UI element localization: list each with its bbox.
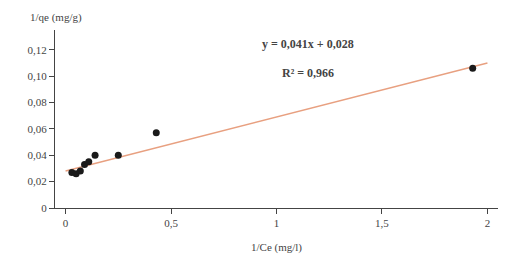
svg-text:1/Ce (mg/l): 1/Ce (mg/l) [251, 241, 302, 254]
svg-text:0: 0 [63, 217, 69, 229]
svg-text:0: 0 [41, 202, 47, 214]
svg-text:1/qe (mg/g): 1/qe (mg/g) [30, 11, 82, 24]
svg-text:0,04: 0,04 [28, 149, 48, 161]
svg-text:R² = 0,966: R² = 0,966 [282, 66, 334, 80]
svg-text:0,10: 0,10 [28, 70, 48, 82]
svg-text:0,06: 0,06 [28, 123, 48, 135]
svg-text:0,12: 0,12 [28, 44, 47, 56]
svg-text:0,02: 0,02 [28, 175, 47, 187]
svg-text:y = 0,041x + 0,028: y = 0,041x + 0,028 [262, 37, 354, 51]
svg-text:1: 1 [274, 217, 280, 229]
svg-text:0,08: 0,08 [28, 96, 48, 108]
svg-text:0,5: 0,5 [164, 217, 178, 229]
svg-text:1,5: 1,5 [375, 217, 389, 229]
svg-text:2: 2 [485, 217, 491, 229]
